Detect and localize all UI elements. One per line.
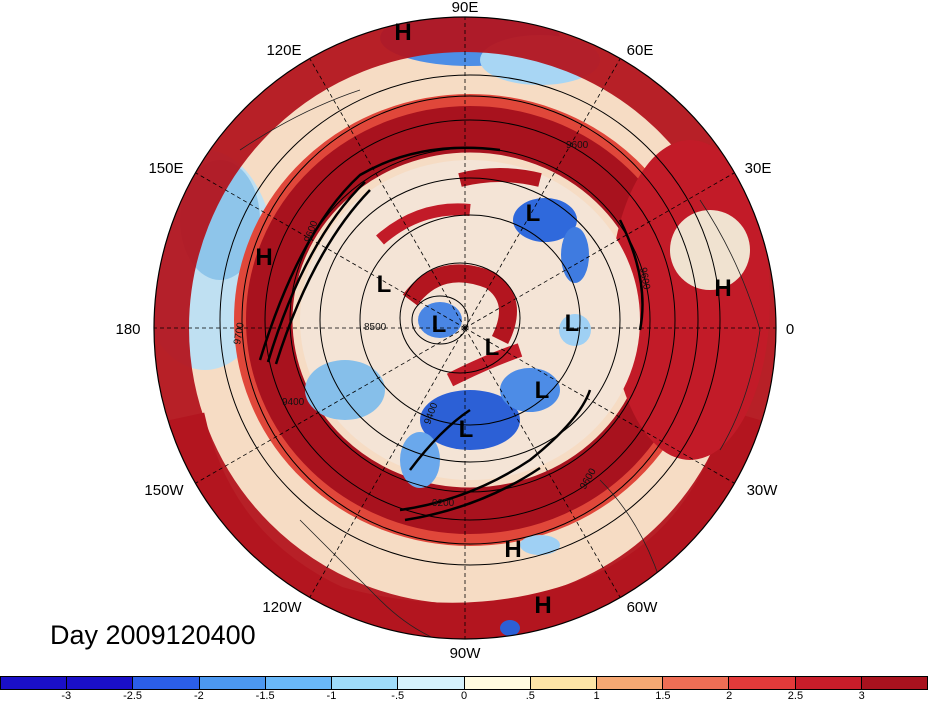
low-center-marker: L [535, 377, 550, 404]
colorbar [0, 676, 928, 690]
low-center-marker: L [377, 271, 392, 298]
contour-label: 9200 [432, 498, 455, 509]
longitude-labels: 90E 60E 30E 0 30W 60W 90W 120W 150W 180 … [115, 0, 794, 662]
colorbar-tick-label: -1 [326, 690, 337, 702]
colorbar-tick-label: -.5 [391, 690, 405, 702]
low-center-marker: L [485, 334, 500, 361]
colorbar-segment [596, 677, 664, 689]
contour-label: 8500 [364, 322, 387, 333]
high-center-marker: H [714, 275, 731, 302]
low-center-marker: L [432, 311, 447, 338]
colorbar-segment [464, 677, 531, 689]
contour-label: 9400 [282, 397, 305, 408]
colorbar-tick-label: 1 [593, 690, 600, 702]
lon-label-30w: 30W [747, 482, 779, 499]
lon-label-150e: 150E [148, 160, 183, 177]
colorbar-segment [332, 677, 399, 689]
map-field [154, 17, 776, 639]
colorbar-segment [663, 677, 730, 689]
colorbar-tick-label: -3 [61, 690, 72, 702]
colorbar-tick-label: 1.5 [655, 690, 671, 702]
lon-label-0: 0 [786, 321, 794, 338]
high-center-marker: H [534, 592, 551, 619]
map-title: Day 2009120400 [50, 620, 256, 650]
colorbar-tick-label: -2 [193, 690, 204, 702]
lon-label-150w: 150W [144, 482, 184, 499]
colorbar-segment [67, 677, 134, 689]
lon-label-60e: 60E [627, 42, 654, 59]
high-center-marker: H [504, 536, 521, 563]
lon-label-30e: 30E [745, 160, 772, 177]
contour-label: 9600 [566, 140, 589, 151]
colorbar-tick-label: -2.5 [123, 690, 143, 702]
lon-label-90e: 90E [452, 0, 479, 16]
colorbar-tick-label: 0 [460, 690, 468, 702]
lon-label-120w: 120W [262, 599, 302, 616]
colorbar-tick-label: 2 [726, 690, 733, 702]
low-center-marker: L [565, 310, 580, 337]
lon-label-180: 180 [115, 321, 140, 338]
pressure-centers: H H H H H L L L L L L L [255, 19, 731, 619]
lon-label-120e: 120E [266, 42, 301, 59]
high-center-marker: H [255, 244, 272, 271]
colorbar-segment [265, 677, 333, 689]
lon-label-90w: 90W [450, 645, 482, 662]
lon-label-60w: 60W [627, 599, 659, 616]
colorbar-segment [729, 677, 796, 689]
colorbar-segment [1, 677, 68, 689]
low-center-marker: L [459, 416, 474, 443]
colorbar-segment [398, 677, 465, 689]
colorbar-tick-labels: -3 -2.5 -2 -1.5 -1 -.5 0 .5 1 1.5 2 2.5 3 [0, 690, 928, 702]
colorbar-segment [199, 677, 266, 689]
colorbar-segment [133, 677, 200, 689]
colorbar-segment [795, 677, 862, 689]
polar-map: 90E 60E 30E 0 30W 60W 90W 120W 150W 180 … [115, 0, 794, 662]
contour-label: 9600 [637, 267, 652, 291]
colorbar-tick-label: 2.5 [787, 690, 804, 702]
colorbar-tick-label: .5 [525, 690, 535, 702]
high-center-marker: H [394, 19, 411, 46]
low-center-marker: L [526, 200, 541, 227]
colorbar-segment [530, 677, 597, 689]
colorbar-tick-label: 3 [858, 690, 865, 702]
contour-label: 9700 [232, 321, 247, 345]
colorbar-tick-label: -1.5 [255, 690, 275, 702]
meridians [154, 17, 776, 639]
colorbar-segment [861, 677, 928, 689]
